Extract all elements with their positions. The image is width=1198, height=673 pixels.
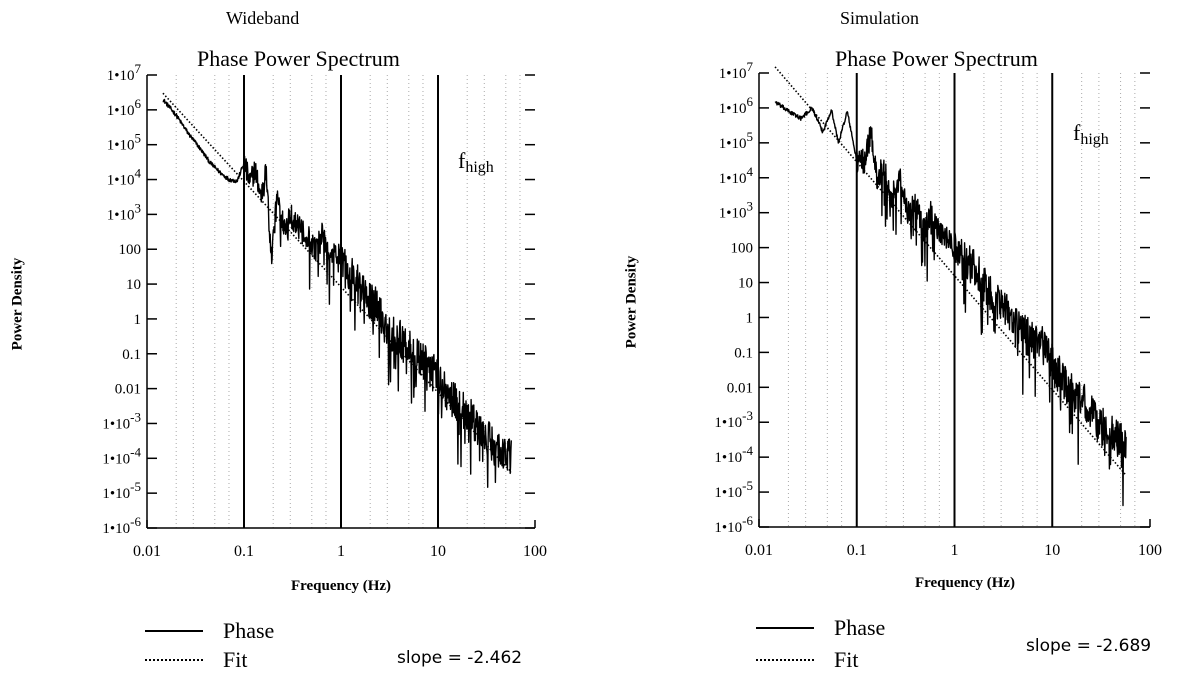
legend-item-phase: Phase: [756, 615, 885, 641]
f-high-sub: high: [1080, 131, 1109, 148]
chart-panel-simulation: Simulation Phase Power Spectrum 1•10-6 1•…: [599, 0, 1198, 673]
legend-label: Phase: [834, 615, 886, 640]
chart-title: Phase Power Spectrum: [835, 46, 1038, 71]
f-high-annotation: fhigh: [1073, 120, 1109, 149]
y-tick-label: 0.01: [727, 380, 753, 396]
x-ticks: 0.01 0.1 1 10 100: [133, 520, 547, 560]
y-tick-label: 1•104: [107, 166, 142, 189]
y-tick-label: 1•10-4: [102, 444, 141, 467]
x-tick-label: 100: [1138, 542, 1162, 559]
legend-swatch-dotted: [145, 659, 203, 661]
x-axis-label: Frequency (Hz): [914, 575, 1016, 591]
y-tick-label: 1•106: [107, 96, 142, 119]
legend-swatch-solid: [756, 627, 814, 629]
chart-subtitle: Wideband: [226, 8, 300, 28]
legend-label: Phase: [223, 618, 275, 643]
y-tick-label: 1•103: [107, 200, 141, 223]
f-high-base: f: [458, 148, 466, 173]
f-high-sub: high: [465, 159, 494, 176]
x-ticks: 0.01 0.1 1 10 100: [745, 519, 1162, 559]
x-tick-label: 0.1: [847, 542, 867, 559]
y-tick-label: 1•106: [719, 94, 754, 117]
series-phase-line: [774, 101, 1127, 507]
x-tick-label: 0.01: [745, 542, 773, 559]
y-tick-label: 1•10-5: [714, 478, 753, 501]
y-tick-label: 1•10-4: [714, 443, 753, 466]
y-tick-label: 10: [738, 276, 753, 292]
slope-text: slope = -2.689: [1026, 636, 1152, 656]
y-tick-label: 0.1: [734, 345, 753, 361]
slope-text: slope = -2.462: [397, 648, 523, 668]
y-tick-label: 100: [731, 241, 754, 257]
y-tick-label: 1•107: [719, 59, 754, 82]
chart-svg: 1•10-6 1•10-5 1•10-4 1•10-3 0.01 0.1 1 10 100 1•1…: [102, 61, 547, 560]
chart-panel-wideband: Wideband Phase Power Spectrum 1•10-6 1•10…: [9, 8, 548, 673]
y-tick-label: 10: [126, 277, 141, 293]
x-tick-label: 1: [337, 543, 345, 560]
legend-item-fit: Fit: [756, 647, 858, 673]
f-high-base: f: [1073, 120, 1081, 145]
legend-swatch-solid: [145, 630, 203, 632]
legend-swatch-dotted: [756, 659, 814, 661]
x-tick-label: 1: [951, 542, 959, 559]
x-tick-label: 0.1: [234, 543, 254, 560]
x-tick-label: 100: [523, 543, 547, 560]
f-high-annotation: fhigh: [458, 148, 494, 177]
y-tick-label: 1•10-5: [102, 479, 141, 502]
y-tick-label: 1•10-3: [102, 409, 141, 432]
legend-label: Fit: [223, 647, 248, 672]
minor-grid: [175, 75, 521, 528]
y-tick-label: 1•104: [719, 164, 754, 187]
y-tick-label: 1: [746, 310, 754, 326]
legend-item-fit: Fit: [145, 647, 247, 673]
x-tick-label: 10: [430, 543, 446, 560]
y-tick-label: 1•103: [719, 199, 753, 222]
y-ticks: 1•10-6 1•10-5 1•10-4 1•10-3 0.01 0.1 1 10 100 1•1…: [102, 61, 535, 537]
y-tick-label: 1•105: [107, 131, 141, 154]
y-tick-label: 1: [134, 312, 142, 328]
y-tick-label: 1•107: [107, 61, 142, 84]
y-tick-label: 100: [119, 242, 142, 258]
y-tick-label: 1•10-3: [714, 408, 753, 431]
y-tick-label: 1•10-6: [714, 513, 753, 536]
series-fit-line: [774, 66, 1127, 476]
y-axis-label: Power Density: [9, 257, 26, 351]
chart-svg: 1•10-6 1•10-5 1•10-4 1•10-3 0.01 0.1 1 10 100 1•1…: [714, 59, 1162, 559]
series-phase-line: [162, 98, 512, 488]
y-tick-label: 0.01: [115, 382, 141, 398]
chart-subtitle: Simulation: [840, 8, 920, 28]
chart-title: Phase Power Spectrum: [197, 46, 400, 71]
legend-label: Fit: [834, 647, 859, 672]
x-tick-label: 10: [1044, 542, 1060, 559]
y-axis-label: Power Density: [623, 255, 640, 349]
x-axis-label: Frequency (Hz): [290, 578, 392, 594]
x-tick-label: 0.01: [133, 543, 161, 560]
y-tick-label: 1•10-6: [102, 514, 141, 537]
y-tick-label: 1•105: [719, 129, 753, 152]
legend-item-phase: Phase: [145, 618, 274, 644]
y-tick-label: 0.1: [122, 347, 141, 363]
